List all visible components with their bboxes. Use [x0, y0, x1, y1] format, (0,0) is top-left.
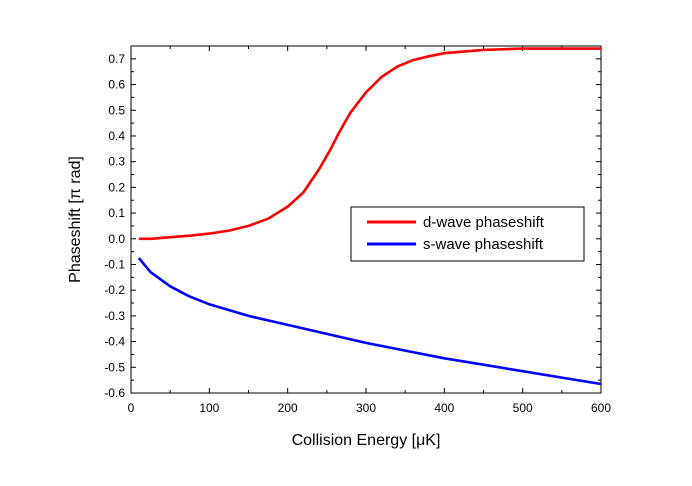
- axis-ticks: [130, 46, 602, 394]
- y-tick-label: 0.5: [108, 103, 125, 117]
- y-tick-label: -0.2: [104, 283, 125, 297]
- y-tick-label: -0.3: [104, 309, 125, 323]
- x-tick-label: 300: [356, 401, 376, 415]
- x-tick-label: 100: [199, 401, 219, 415]
- y-tick-label: 0.1: [108, 206, 125, 220]
- y-tick-label: -0.4: [104, 335, 125, 349]
- y-tick-label: 0.7: [108, 52, 125, 66]
- s-wave-line: [137, 257, 602, 386]
- x-tick-label: 0: [128, 401, 135, 415]
- x-tick-label: 200: [278, 401, 298, 415]
- d-wave-line: [138, 47, 601, 241]
- legend-label-s-wave: s-wave phaseshift: [423, 236, 544, 253]
- y-tick-label: 0.3: [108, 155, 125, 169]
- y-tick-label: -0.6: [104, 386, 125, 400]
- legend: d-wave phaseshift s-wave phaseshift: [350, 206, 585, 262]
- y-tick-label: 0.6: [108, 78, 125, 92]
- axis-tick-labels: 0 100 200 300 400 500 600 -0.6 -0.5 -0.4 -0.3 -0.2 -…: [104, 52, 611, 415]
- y-tick-label: 0.4: [108, 129, 125, 143]
- x-tick-label: 500: [513, 401, 533, 415]
- y-tick-label: -0.1: [104, 257, 125, 271]
- x-axis-title: Collision Energy [μK]: [292, 432, 441, 449]
- x-tick-label: 400: [434, 401, 454, 415]
- y-tick-label: -0.5: [104, 360, 125, 374]
- series-lines: [137, 47, 602, 386]
- y-tick-label: 0.0: [108, 232, 125, 246]
- y-axis-title: Phaseshift [π rad]: [67, 156, 84, 283]
- x-tick-label: 600: [591, 401, 611, 415]
- legend-box: [350, 206, 585, 262]
- y-tick-label: 0.2: [108, 180, 125, 194]
- legend-label-d-wave: d-wave phaseshift: [423, 214, 545, 231]
